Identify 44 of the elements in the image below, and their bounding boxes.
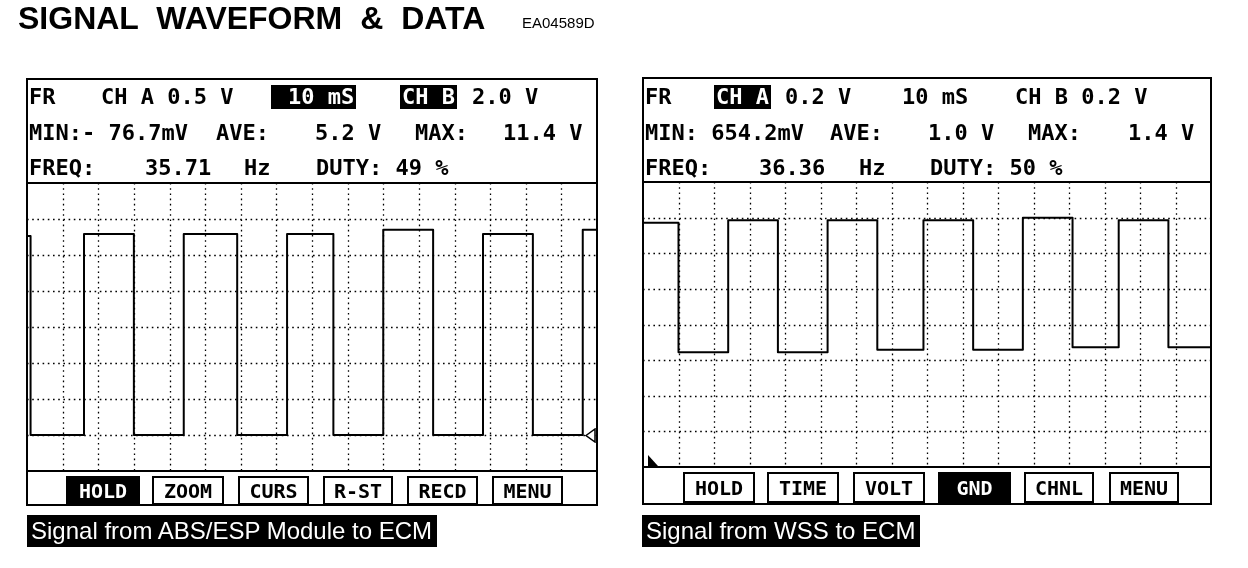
text: MIN: 654.2mV: [645, 120, 804, 145]
text: DUTY: 50 %: [930, 155, 1063, 180]
text: 10 mS: [902, 84, 969, 109]
text: Signal from WSS to ECM: [642, 515, 921, 547]
text: 1.4 V: [1128, 120, 1195, 145]
text: DUTY: 49 %: [316, 155, 449, 180]
text: AVE:: [830, 120, 883, 145]
text: Hz: [244, 155, 271, 180]
text: 5.2 V: [315, 120, 382, 145]
text: MAX:: [1028, 120, 1081, 145]
text: 0.2 V: [785, 84, 852, 109]
text: 11.4 V: [503, 120, 583, 145]
button: CURS: [238, 476, 309, 505]
text: 10 mS: [271, 84, 357, 109]
text: CH A 0.5 V: [101, 84, 234, 109]
chart-title: SIGNAL WAVEFORM & DATA: [18, 0, 486, 36]
button: GND: [938, 472, 1011, 503]
button: MENU: [492, 476, 563, 505]
text: CH A: [714, 84, 771, 109]
button: VOLT: [853, 472, 925, 503]
text: AVE:: [216, 120, 269, 145]
text: Hz: [859, 155, 886, 180]
text: Signal from ABS/ESP Module to ECM: [27, 515, 438, 547]
text: 2.0 V: [472, 84, 539, 109]
button: HOLD: [66, 476, 140, 505]
button: ZOOM: [152, 476, 224, 505]
text: CH B 0.2 V: [1015, 84, 1148, 109]
button: R-ST: [323, 476, 393, 505]
text: FREQ:: [645, 155, 712, 180]
text: 35.71: [145, 155, 212, 180]
button: TIME: [767, 472, 839, 503]
button: RECD: [407, 476, 478, 505]
text: FR: [29, 84, 56, 109]
button: MENU: [1109, 472, 1179, 503]
button: CHNL: [1024, 472, 1094, 503]
text: CH B: [400, 84, 457, 109]
text: MIN:- 76.7mV: [29, 120, 188, 145]
text: FREQ:: [29, 155, 96, 180]
text: FR: [645, 84, 672, 109]
text: 36.36: [759, 155, 826, 180]
chart-subtitle: EA04589D: [522, 14, 595, 31]
text: 1.0 V: [928, 120, 995, 145]
button: HOLD: [683, 472, 755, 503]
text: MAX:: [415, 120, 468, 145]
